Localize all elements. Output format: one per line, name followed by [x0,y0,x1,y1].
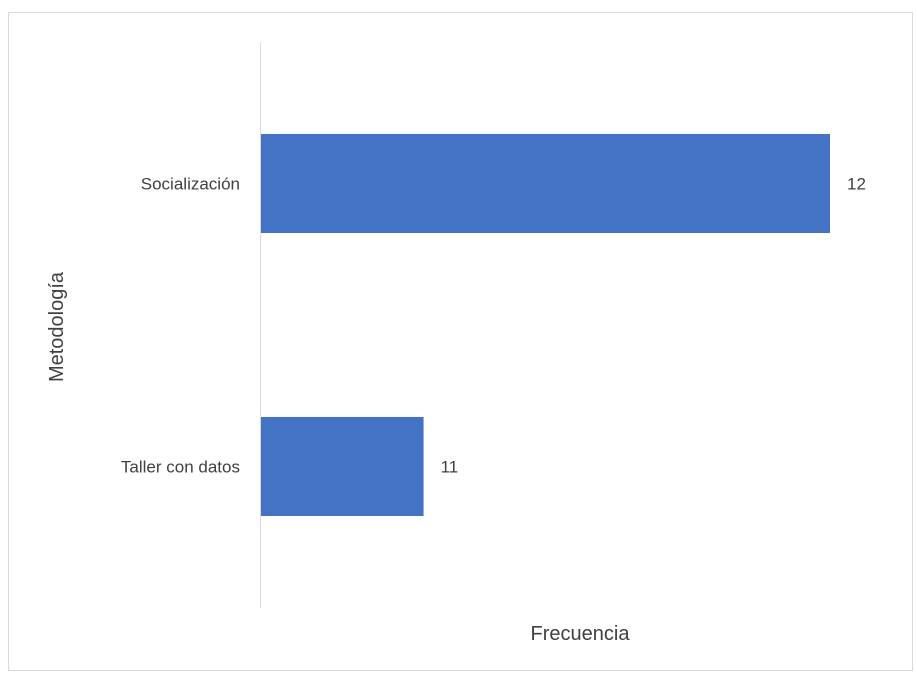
bar-socializacion [261,133,830,234]
data-label-socializacion: 12 [847,175,866,194]
bar-taller-con-datos [261,416,424,517]
data-label-taller-con-datos: 11 [441,458,459,477]
chart-frame [8,12,913,671]
category-label-taller-con-datos: Taller con datos [121,458,240,477]
y-axis-title: Metodología [46,271,68,382]
bars-layer: Socialización 12 Taller con datos 11 [121,133,866,517]
category-label-socializacion: Socialización [141,175,240,194]
x-axis-title: Frecuencia [531,623,631,645]
